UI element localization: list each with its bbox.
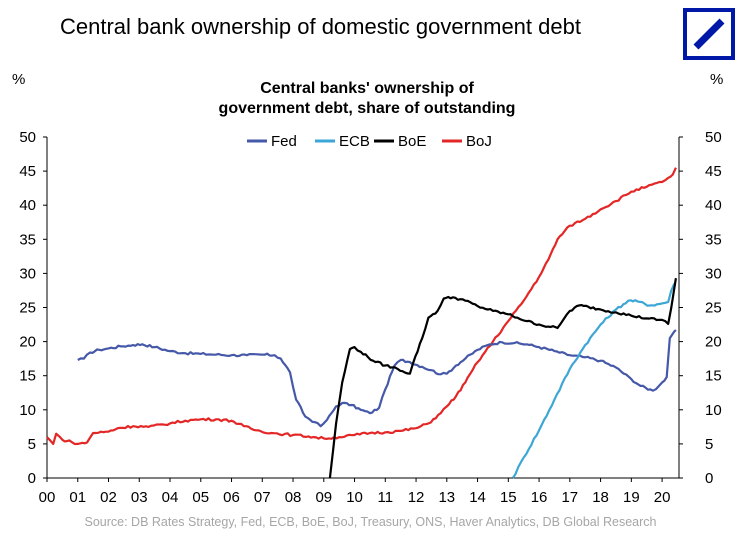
y-tick-label-right: 0 bbox=[705, 470, 713, 487]
x-tick-label: 02 bbox=[100, 489, 117, 506]
y-tick-label-right: 35 bbox=[705, 231, 722, 248]
y-tick-label-right: 20 bbox=[705, 334, 722, 351]
legend-label-boe: BoE bbox=[398, 133, 426, 150]
deutsche-bank-logo-icon bbox=[683, 8, 735, 60]
series-line-boe bbox=[328, 278, 677, 479]
x-tick-label: 12 bbox=[408, 489, 425, 506]
series-line-ecb bbox=[511, 283, 676, 479]
y-tick-label-right: 30 bbox=[705, 265, 722, 282]
y-tick-label-left: 35 bbox=[19, 231, 36, 248]
y-tick-label-right: 5 bbox=[705, 436, 713, 453]
y-axis-label-right: % bbox=[710, 71, 723, 88]
series-layer bbox=[46, 167, 677, 479]
x-tick-label: 14 bbox=[469, 489, 486, 506]
y-tick-label-left: 10 bbox=[19, 402, 36, 419]
y-tick-label-left: 45 bbox=[19, 163, 36, 180]
x-tick-label: 20 bbox=[654, 489, 671, 506]
x-tick-label: 07 bbox=[254, 489, 271, 506]
x-tick-label: 17 bbox=[561, 489, 578, 506]
y-tick-label-left: 0 bbox=[28, 470, 36, 487]
series-line-fed bbox=[77, 329, 677, 428]
x-tick-label: 10 bbox=[346, 489, 363, 506]
x-tick-label: 13 bbox=[438, 489, 455, 506]
source-note: Source: DB Rates Strategy, Fed, ECB, BoE… bbox=[84, 515, 657, 529]
y-tick-label-left: 30 bbox=[19, 265, 36, 282]
y-tick-label-right: 25 bbox=[705, 300, 722, 317]
y-tick-label-right: 10 bbox=[705, 402, 722, 419]
y-tick-label-left: 50 bbox=[19, 129, 36, 146]
y-tick-label-right: 50 bbox=[705, 129, 722, 146]
x-tick-label: 19 bbox=[623, 489, 640, 506]
y-tick-label-right: 15 bbox=[705, 368, 722, 385]
slide-title: Central bank ownership of domestic gover… bbox=[60, 14, 581, 39]
y-tick-label-left: 40 bbox=[19, 197, 36, 214]
x-tick-label: 04 bbox=[162, 489, 179, 506]
y-tick-label-left: 25 bbox=[19, 300, 36, 317]
x-tick-label: 00 bbox=[39, 489, 56, 506]
chart-title-line-1: Central banks' ownership of bbox=[260, 80, 474, 97]
x-tick-label: 15 bbox=[500, 489, 517, 506]
series-line-boj bbox=[46, 167, 677, 446]
x-tick-label: 16 bbox=[531, 489, 548, 506]
legend: Fed ECB BoE BoJ bbox=[247, 133, 492, 150]
chart: Central banks' ownership of government d… bbox=[12, 71, 723, 506]
y-tick-label-left: 15 bbox=[19, 368, 36, 385]
y-tick-label-left: 5 bbox=[28, 436, 36, 453]
x-tick-label: 06 bbox=[223, 489, 240, 506]
y-tick-label-right: 40 bbox=[705, 197, 722, 214]
x-tick-label: 03 bbox=[131, 489, 148, 506]
y-axis-label-left: % bbox=[12, 71, 25, 88]
x-tick-label: 11 bbox=[378, 489, 394, 506]
legend-label-ecb: ECB bbox=[339, 133, 370, 150]
chart-title-line-2: government debt, share of outstanding bbox=[219, 100, 516, 117]
x-tick-label: 01 bbox=[69, 489, 86, 506]
y-tick-label-left: 20 bbox=[19, 334, 36, 351]
x-tick-label: 09 bbox=[315, 489, 332, 506]
legend-label-fed: Fed bbox=[271, 133, 297, 150]
legend-label-boj: BoJ bbox=[466, 133, 492, 150]
x-tick-label: 05 bbox=[192, 489, 209, 506]
x-tick-label: 18 bbox=[592, 489, 609, 506]
y-tick-label-right: 45 bbox=[705, 163, 722, 180]
x-tick-label: 08 bbox=[285, 489, 302, 506]
